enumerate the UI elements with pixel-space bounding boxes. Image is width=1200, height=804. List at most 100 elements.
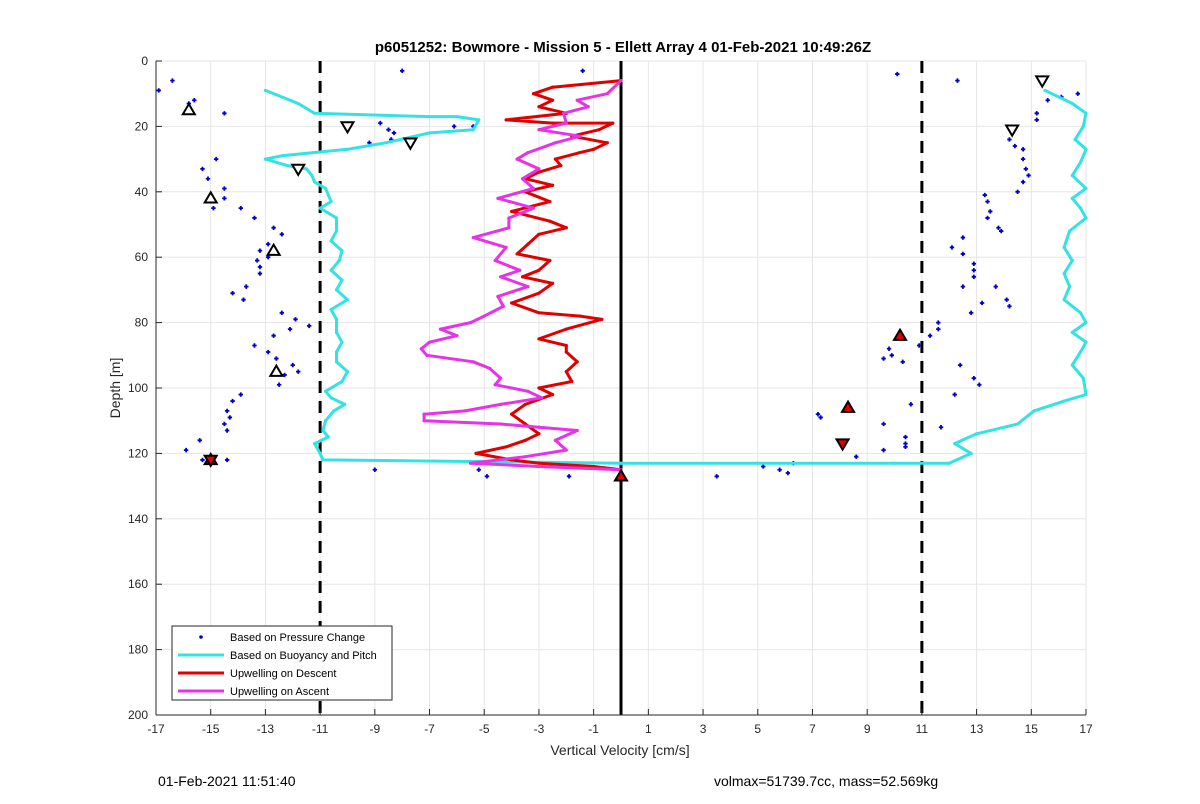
pressure-point [881,447,886,453]
series-point-1 [334,288,339,292]
series-point-1 [313,441,317,446]
pressure-point [274,356,279,361]
chart-title: p6051252: Bowmore - Mission 5 - Ellett A… [375,39,871,56]
series-point-1 [1073,137,1077,142]
pressure-point [881,356,886,361]
series-point-2 [515,252,519,256]
series-point-2 [551,183,555,187]
pressure-point [222,111,227,116]
series-point-3 [493,383,497,387]
series-point-3 [540,396,544,400]
series-point-3 [564,448,568,452]
x-tick-label: -9 [369,722,380,736]
pressure-point [241,297,246,302]
series-point-3 [422,412,426,416]
series-point-2 [570,379,574,384]
series-point-3 [520,177,525,181]
series-point-1 [1070,101,1074,106]
x-tick-label: 11 [916,722,929,736]
series-layer [156,68,1088,479]
pressure-point [224,457,230,463]
series-point-2 [474,451,478,455]
pressure-point [252,215,257,221]
series-point-2 [537,386,541,390]
series-point-2 [564,370,568,374]
series-point-1 [427,131,432,135]
series-point-1 [455,114,459,119]
x-tick-label: 17 [1079,722,1093,736]
x-axis-label: Vertical Velocity [cm/s] [550,742,689,758]
series-point-1 [340,340,344,344]
x-tick-label: 15 [1025,722,1039,736]
series-point-2 [578,314,582,318]
series-point-3 [499,376,503,380]
pressure-point [306,323,312,329]
series-point-2 [509,209,514,214]
tri-up-marker [268,363,285,377]
series-point-1 [947,461,951,465]
series-point-2 [605,141,609,145]
tri-up-marker [181,102,197,116]
pressure-point [916,343,922,348]
series-point-1 [1067,229,1072,233]
series-point-3 [471,235,475,240]
pressure-point [815,411,821,417]
series-point-1 [329,396,333,400]
series-point-3 [605,92,609,96]
series-point-1 [310,173,314,178]
pressure-point [903,434,908,440]
y-tick-label: 140 [128,512,148,526]
series-point-2 [553,157,557,161]
series-point-1 [1070,363,1074,367]
pressure-point [1023,166,1029,172]
pressure-point [476,467,481,472]
x-tick-label: 3 [700,722,707,736]
series-point-3 [515,157,519,161]
x-tick-label: 9 [864,722,871,736]
series-point-2 [509,301,514,305]
series-point-1 [756,461,760,465]
series-point-1 [427,114,432,119]
pressure-point [908,402,914,407]
series-point-1 [340,379,344,384]
pressure-point [999,228,1004,234]
series-point-1 [329,200,333,204]
pressure-point [230,290,235,296]
pressure-point [222,186,227,191]
pressure-point [1075,91,1080,96]
tri-up-marker [613,468,629,482]
series-point-1 [1084,186,1088,191]
pressure-point [895,71,900,77]
series-point-3 [438,327,443,331]
series-point-2 [537,291,541,295]
pressure-point [271,225,276,230]
pressure-point [200,166,205,172]
series-point-1 [334,350,339,354]
series-point-3 [537,464,541,469]
series-point-3 [531,186,536,191]
series-point-1 [1084,392,1088,397]
pressure-point [960,251,966,257]
series-point-1 [1081,376,1085,380]
series-point-1 [329,307,333,312]
series-point-1 [1070,258,1074,263]
series-point-3 [499,422,503,426]
series-point-3 [496,294,500,299]
series-point-2 [537,268,541,272]
series-point-1 [334,216,339,220]
pressure-point [211,205,216,211]
series-point-2 [551,281,555,285]
pressure-point [484,474,490,479]
series-point-2 [504,445,508,449]
series-point-2 [537,461,541,465]
series-point-3 [499,275,503,279]
pressure-point [192,98,197,103]
series-point-3 [496,196,500,200]
series-point-1 [1084,216,1088,220]
series-point-3 [419,347,423,351]
series-point-3 [537,425,541,429]
series-point-2 [597,128,601,132]
pressure-point [985,199,990,204]
series-point-1 [1062,271,1066,276]
series-point-1 [1032,409,1036,413]
